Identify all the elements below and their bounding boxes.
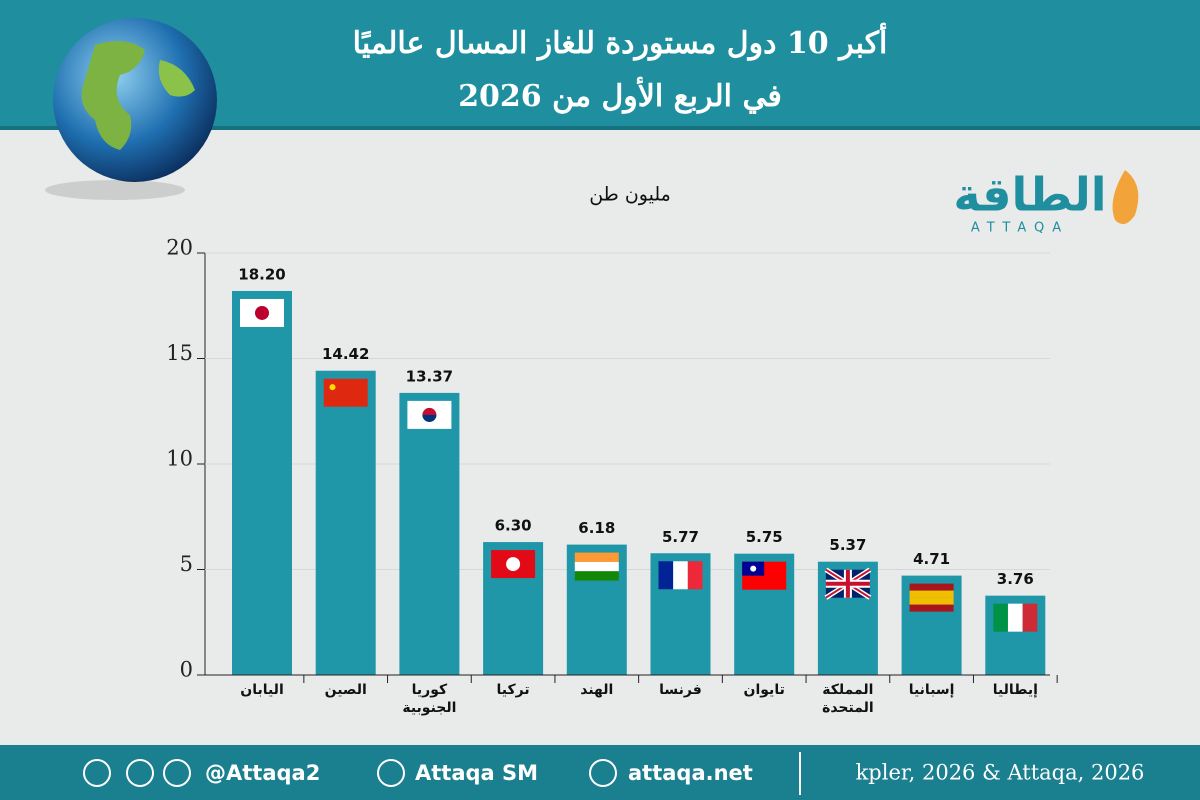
flag-stripe — [574, 552, 619, 562]
header-rule — [0, 126, 1200, 130]
chart-title: أكبر 10 دول مستوردة للغاز المسال عالميًا — [353, 22, 888, 61]
x-tick-label: فرنسا — [659, 682, 702, 698]
bar — [315, 370, 376, 675]
flag-stripe — [909, 604, 954, 612]
globe — [45, 18, 217, 200]
flag-emblem — [255, 305, 269, 320]
x-tick-label: تايوان — [743, 682, 785, 698]
y-tick-label: 10 — [166, 447, 193, 471]
flag-emblem — [506, 557, 521, 572]
value-label: 5.37 — [829, 536, 866, 554]
footer-band — [0, 745, 1200, 800]
flag — [742, 561, 787, 590]
y-tick-label: 0 — [180, 658, 193, 682]
flag-stripe — [1007, 603, 1023, 632]
flag-stripe — [909, 590, 954, 598]
value-label: 6.30 — [495, 517, 532, 535]
bar — [399, 392, 460, 675]
logo-latin: ATTAQA — [971, 221, 1069, 236]
footer-site: attaqa.net — [628, 761, 753, 785]
x-tick-label: المملكة المتحدة — [822, 682, 874, 716]
logo-drop — [1112, 170, 1139, 224]
flag-stripe — [658, 561, 674, 590]
flag-stripe — [574, 571, 619, 581]
x-tick-label: إسبانيا — [908, 682, 955, 698]
flag-sun — [750, 565, 757, 572]
value-label: 5.75 — [746, 528, 783, 546]
flag-stripe — [1022, 603, 1038, 632]
value-label: 4.71 — [913, 550, 950, 568]
social-icons — [83, 759, 617, 787]
x-tick-label: تركيا — [496, 682, 530, 698]
flag — [909, 583, 954, 612]
flag-stripe — [673, 561, 688, 590]
x-tick-label: كوريا الجنوبية — [402, 682, 457, 716]
x-tick-label: اليابان — [240, 682, 284, 698]
flag-stripe — [574, 561, 619, 572]
flag-stripe — [993, 603, 1008, 632]
flag-emblem — [422, 414, 437, 422]
flag — [574, 552, 619, 581]
value-label: 14.42 — [322, 345, 369, 363]
flag-stripe — [909, 583, 954, 591]
bar — [232, 290, 292, 675]
flag — [491, 550, 536, 579]
y-axis-label: مليون طن — [589, 184, 671, 206]
value-label: 18.20 — [238, 265, 285, 283]
flag-field — [323, 378, 368, 407]
footer-youtube: Attaqa SM — [415, 761, 538, 785]
flag — [658, 561, 703, 590]
x-tick-label: الصين — [324, 682, 367, 698]
x-tick-label: إيطاليا — [992, 682, 1038, 698]
footer-source: kpler, 2026 & Attaqa, 2026 — [856, 761, 1145, 785]
y-tick-label: 20 — [166, 236, 193, 260]
flag-star — [329, 384, 336, 391]
chart-subtitle: في الربع الأول من 2026 — [458, 77, 782, 114]
value-label: 3.76 — [997, 570, 1034, 588]
flag-cross — [825, 569, 870, 598]
flag — [993, 603, 1038, 632]
y-tick-label: 15 — [166, 341, 193, 365]
logo-text: الطاقة — [953, 168, 1106, 222]
flag — [824, 567, 872, 600]
flag-stripe — [687, 561, 703, 590]
x-tick-label: الهند — [580, 682, 614, 698]
flag — [240, 298, 284, 327]
footer-handle: @Attaqa2 — [205, 761, 320, 785]
flag — [323, 378, 368, 407]
value-label: 6.18 — [578, 519, 615, 537]
value-label: 13.37 — [406, 367, 453, 385]
value-label: 5.77 — [662, 528, 699, 546]
flag-stripe — [909, 597, 954, 605]
y-tick-label: 5 — [180, 552, 193, 576]
flag — [407, 400, 452, 429]
